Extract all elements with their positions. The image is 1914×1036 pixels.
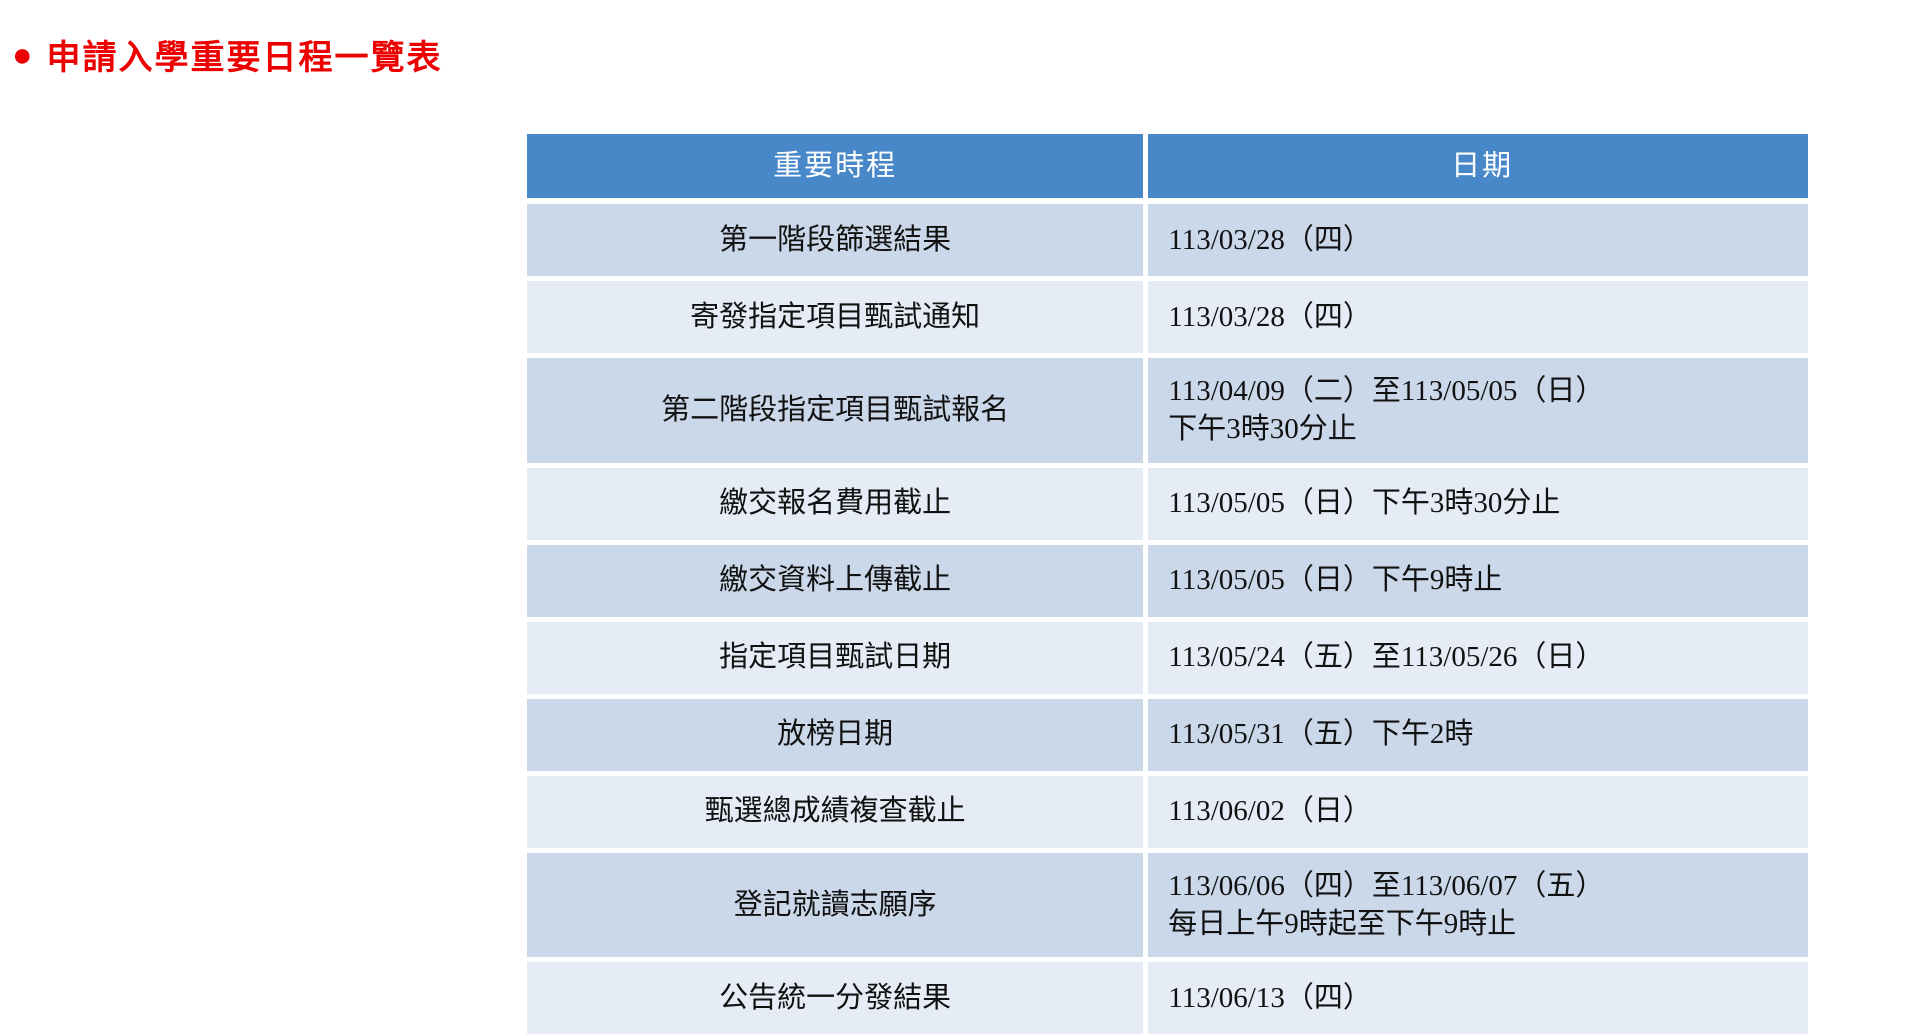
date-cell: 113/04/09（二）至113/05/05（日） 下午3時30分止 bbox=[1148, 358, 1808, 463]
event-cell: 甄選總成績複查截止 bbox=[527, 775, 1144, 848]
table-row: 公告統一分發結果 113/06/13（四） bbox=[527, 962, 1808, 1035]
date-cell: 113/05/24（五）至113/05/26（日） bbox=[1148, 621, 1808, 694]
event-cell: 寄發指定項目甄試通知 bbox=[527, 281, 1144, 353]
page-title-text: 申請入學重要日程一覽表 bbox=[46, 39, 443, 77]
table-row: 繳交報名費用截止 113/05/05（日）下午3時30分止 bbox=[527, 467, 1808, 540]
table-header-row: 重要時程 日期 bbox=[527, 134, 1808, 198]
date-cell: 113/05/05（日）下午3時30分止 bbox=[1148, 467, 1808, 540]
table-row: 第二階段指定項目甄試報名 113/04/09（二）至113/05/05（日） 下… bbox=[527, 358, 1808, 463]
schedule-table: 重要時程 日期 第一階段篩選結果 113/03/28（四） 寄發指定項目甄試通知… bbox=[527, 134, 1808, 1036]
date-cell: 113/06/02（日） bbox=[1148, 775, 1808, 848]
table-row: 第一階段篩選結果 113/03/28（四） bbox=[527, 204, 1808, 276]
table-row: 放榜日期 113/05/31（五）下午2時 bbox=[527, 698, 1808, 771]
event-cell: 第一階段篩選結果 bbox=[527, 204, 1144, 276]
date-cell: 113/06/13（四） bbox=[1148, 962, 1808, 1035]
date-cell: 113/06/06（四）至113/06/07（五） 每日上午9時起至下午9時止 bbox=[1148, 852, 1808, 958]
event-cell: 公告統一分發結果 bbox=[527, 962, 1144, 1035]
event-cell: 放榜日期 bbox=[527, 698, 1144, 771]
table-row: 指定項目甄試日期 113/05/24（五）至113/05/26（日） bbox=[527, 621, 1808, 694]
page-title: ● 申請入學重要日程一覽表 bbox=[12, 30, 443, 79]
event-cell: 繳交報名費用截止 bbox=[527, 467, 1144, 540]
table-row: 登記就讀志願序 113/06/06（四）至113/06/07（五） 每日上午9時… bbox=[527, 852, 1808, 958]
date-cell: 113/03/28（四） bbox=[1148, 281, 1808, 353]
table-row: 繳交資料上傳截止 113/05/05（日）下午9時止 bbox=[527, 544, 1808, 617]
date-cell: 113/05/31（五）下午2時 bbox=[1148, 698, 1808, 771]
event-cell: 指定項目甄試日期 bbox=[527, 621, 1144, 694]
event-cell: 登記就讀志願序 bbox=[527, 852, 1144, 958]
bullet-icon: ● bbox=[12, 35, 35, 74]
table-row: 甄選總成績複查截止 113/06/02（日） bbox=[527, 775, 1808, 848]
date-cell: 113/05/05（日）下午9時止 bbox=[1148, 544, 1808, 617]
column-header-date: 日期 bbox=[1148, 134, 1808, 198]
event-cell: 第二階段指定項目甄試報名 bbox=[527, 358, 1144, 463]
date-cell: 113/03/28（四） bbox=[1148, 204, 1808, 276]
column-header-schedule: 重要時程 bbox=[527, 134, 1144, 198]
event-cell: 繳交資料上傳截止 bbox=[527, 544, 1144, 617]
table-row: 寄發指定項目甄試通知 113/03/28（四） bbox=[527, 281, 1808, 353]
